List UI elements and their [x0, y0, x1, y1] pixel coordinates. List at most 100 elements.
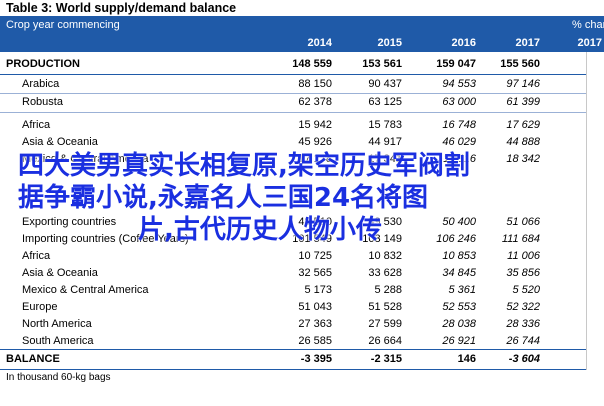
cell: 5 288 [374, 284, 402, 296]
row-label: Africa [22, 119, 51, 131]
cell: 111 684 [501, 233, 540, 245]
cell: 146 [457, 353, 476, 365]
row-label: Arabica [22, 78, 60, 90]
cell: 94 553 [442, 78, 476, 90]
cell: 5 173 [304, 284, 332, 296]
divider [0, 74, 604, 75]
cell: 17 341 [368, 153, 402, 165]
cell: 32 565 [298, 267, 332, 279]
divider [0, 349, 604, 350]
cell: 27 363 [298, 318, 332, 330]
crop-year-label: Crop year commencing [6, 19, 120, 31]
cell: 27 599 [368, 318, 402, 330]
cell: 17 178 [298, 153, 332, 165]
cell: -3 395 [300, 353, 332, 365]
cell: 26 921 [442, 335, 476, 347]
table-title: Table 3: World supply/demand balance [0, 0, 604, 16]
cell: 15 942 [298, 119, 332, 131]
year-header-band: 2014 2015 2016 2017 2017 [0, 34, 604, 52]
cell: 26 585 [298, 335, 332, 347]
year-header: 2016 [451, 37, 476, 49]
cell: 46 029 [442, 136, 476, 148]
cell: 17 629 [506, 119, 540, 131]
row-label: Europe [22, 301, 58, 313]
cell: 18 342 [506, 153, 540, 165]
cell: 28 038 [442, 318, 476, 330]
cell: 97 146 [506, 78, 540, 90]
cell: 15 783 [368, 119, 402, 131]
cell: 62 378 [298, 96, 332, 108]
pct-change-column [586, 52, 604, 370]
table-row: Robusta 62 378 63 125 63 000 61 399 [0, 94, 604, 111]
production-row: PRODUCTION 148 559 153 561 159 047 155 5… [0, 56, 604, 73]
cell: 18 116 [443, 153, 476, 165]
cell: 51 528 [368, 301, 402, 313]
table-row: Importing countries (Coffee Years) 101 5… [0, 231, 604, 248]
pct-change-label: % change [572, 19, 604, 31]
footnote: In thousand 60-kg bags [6, 372, 111, 383]
cell: 52 322 [506, 301, 540, 313]
year-header: 2015 [377, 37, 402, 49]
cell: 5 520 [512, 284, 540, 296]
table-row: Arabica 88 150 90 437 94 553 97 146 [0, 76, 604, 93]
row-label: Exporting countries [22, 216, 117, 228]
cell: 28 336 [506, 318, 540, 330]
table-row: Mexico & Central America 5 173 5 288 5 3… [0, 282, 604, 299]
cell: 44 917 [368, 136, 402, 148]
row-label: Africa [22, 250, 51, 262]
year-header: 2017 [577, 37, 602, 49]
cell: 63 125 [368, 96, 402, 108]
cell: -2 315 [370, 353, 402, 365]
cell: -3 604 [508, 353, 540, 365]
cell: 11 006 [507, 250, 540, 262]
cell: 101 549 [292, 233, 332, 245]
cell: 159 047 [436, 58, 476, 70]
overlay-line: 据争霸小说,永嘉名人三国24名将图 [18, 183, 429, 213]
cell: 45 926 [298, 136, 332, 148]
cell: 33 628 [368, 267, 402, 279]
cell: 50 400 [442, 216, 476, 228]
divider [0, 112, 604, 113]
divider [0, 369, 604, 370]
row-label: PRODUCTION [6, 58, 80, 70]
table-row: Europe 51 043 51 528 52 553 52 322 [0, 299, 604, 316]
table-row: Africa 10 725 10 832 10 853 11 006 [0, 248, 604, 265]
cell: 63 000 [442, 96, 476, 108]
table-row: Exporting countries 48 510 49 530 50 400… [0, 214, 604, 231]
cell: 103 149 [362, 233, 402, 245]
row-label: South America [22, 335, 94, 347]
table-row: North America 27 363 27 599 28 038 28 33… [0, 316, 604, 333]
cell: 16 748 [442, 119, 476, 131]
balance-row: BALANCE -3 395 -2 315 146 -3 604 [0, 351, 604, 368]
cell: 10 832 [368, 250, 402, 262]
row-label: Importing countries (Coffee Years) [22, 233, 189, 245]
cell: 90 437 [368, 78, 402, 90]
row-label: BALANCE [6, 353, 60, 365]
row-label: Robusta [22, 96, 63, 108]
cell: 155 560 [500, 58, 540, 70]
cell: 26 744 [506, 335, 540, 347]
crop-year-band: Crop year commencing % change [0, 16, 604, 34]
cell: 26 664 [368, 335, 402, 347]
cell: 10 853 [442, 250, 476, 262]
table-row: Asia & Oceania 32 565 33 628 34 845 35 8… [0, 265, 604, 282]
year-header: 2017 [515, 37, 540, 49]
cell: 49 530 [368, 216, 402, 228]
table-row: South America 26 585 26 664 26 921 26 74… [0, 333, 604, 350]
cell: 35 856 [506, 267, 540, 279]
cell: 148 559 [292, 58, 332, 70]
cell: 48 510 [298, 216, 332, 228]
row-label: Mexico & Central America [22, 153, 149, 165]
divider [0, 93, 604, 94]
cell: 153 561 [362, 58, 402, 70]
cell: 51 043 [298, 301, 332, 313]
cell: 5 361 [448, 284, 476, 296]
cell: 44 888 [506, 136, 540, 148]
cell: 10 725 [298, 250, 332, 262]
table-row: Asia & Oceania 45 926 44 917 46 029 44 8… [0, 134, 604, 151]
cell: 88 150 [298, 78, 332, 90]
cell: 34 845 [442, 267, 476, 279]
row-label: Asia & Oceania [22, 267, 98, 279]
year-header: 2014 [307, 37, 332, 49]
cell: 52 553 [442, 301, 476, 313]
